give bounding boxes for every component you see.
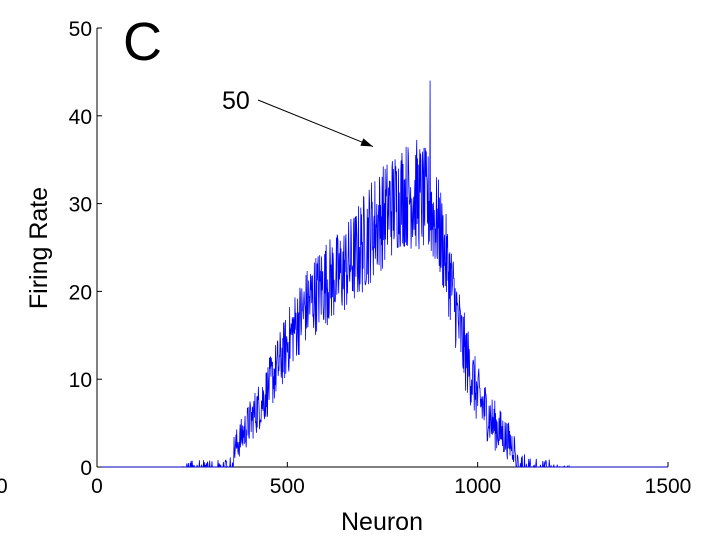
y-tick-label: 10 [69,369,92,392]
series-layer [97,80,668,469]
y-tick-label: 40 [69,106,92,129]
x-tick-label: 500 [270,475,305,498]
annotations: 50 [222,87,374,147]
x-tick-label: 1500 [645,475,692,498]
y-tick-label: 50 [69,18,92,41]
x-tick-label: 1000 [454,475,501,498]
x-tick-label: 0 [91,475,103,498]
x-axis-label: Neuron [341,508,423,536]
y-tick-label: 30 [69,194,92,217]
annotation-arrow-line [257,99,374,147]
y-tick-label: 20 [69,281,92,304]
ticks: 0 500 1000 1500 0 10 20 30 40 50 [69,18,692,498]
annotation-arrowhead [360,138,373,147]
y-axis-label: Firing Rate [25,187,53,309]
edge-fragment: 0 [0,475,8,498]
y-tick-label: 0 [80,457,92,480]
panel-letter: C [123,12,162,72]
annotation-label: 50 [222,87,250,115]
firing-rate-series [97,80,668,469]
